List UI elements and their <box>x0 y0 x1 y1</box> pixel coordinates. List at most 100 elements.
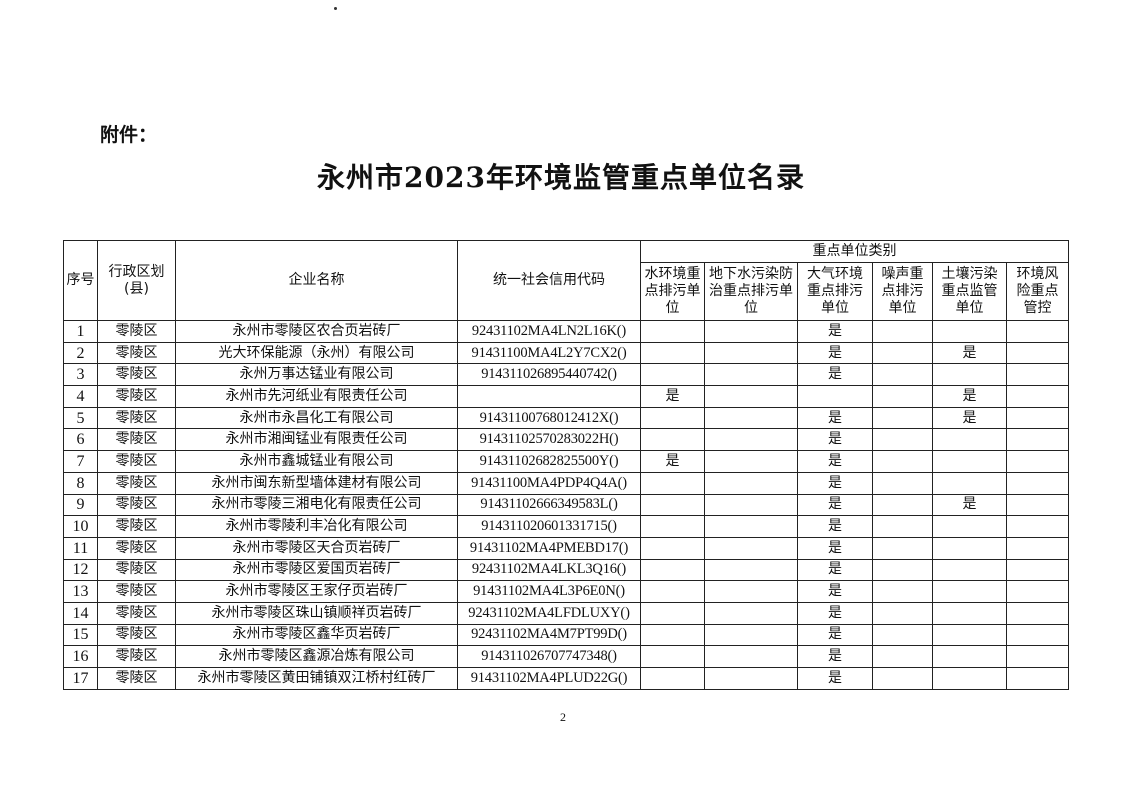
category-mark-cell <box>932 623 1007 647</box>
category-mark-cell: 是 <box>797 471 873 495</box>
category-mark-cell: 是 <box>640 450 705 473</box>
seq-cell: 14 <box>63 601 98 625</box>
category-mark-cell: 是 <box>640 385 705 408</box>
category-mark-cell <box>704 428 798 452</box>
category-mark-cell <box>932 515 1007 538</box>
category-mark-cell <box>640 428 705 452</box>
credit-code-cell: 92431102MA4M7PT99D() <box>457 623 641 647</box>
category-mark-cell <box>640 580 705 603</box>
category-mark-cell <box>932 320 1007 343</box>
seq-cell: 11 <box>63 536 98 560</box>
credit-code-cell: 92431102MA4LN2L16K() <box>457 320 641 343</box>
table-row: 6 零陵区 永州市湘闽锰业有限责任公司 91431102570283022H() 是 <box>63 428 1070 452</box>
company-name-cell: 永州市零陵区珠山镇顺祥页岩砖厂 <box>175 601 458 625</box>
scan-speck <box>334 7 337 10</box>
category-mark-cell <box>704 493 798 517</box>
category-mark-cell <box>872 341 933 365</box>
category-mark-cell <box>1005 493 1070 517</box>
credit-code-cell: 91431102682825500Y() <box>457 450 641 473</box>
header-category-group: 重点单位类别 <box>639 240 1070 263</box>
table-row: 4 零陵区 永州市先河纸业有限责任公司 是 是 <box>63 385 1070 408</box>
category-mark-cell <box>872 428 933 452</box>
category-mark-cell <box>872 450 933 473</box>
company-name-cell: 永州市零陵利丰冶化有限公司 <box>175 515 458 538</box>
category-mark-cell <box>872 493 933 517</box>
category-mark-cell <box>1005 341 1070 365</box>
table-row: 5 零陵区 永州市永昌化工有限公司 91431100768012412X() 是 是 <box>63 406 1070 430</box>
company-name-cell: 永州市先河纸业有限责任公司 <box>175 385 458 408</box>
seq-cell: 7 <box>63 450 98 473</box>
category-mark-cell: 是 <box>797 320 873 343</box>
attachment-label: 附件： <box>100 124 158 146</box>
district-cell: 零陵区 <box>97 645 176 668</box>
company-name-cell: 永州市零陵区天合页岩砖厂 <box>175 536 458 560</box>
seq-cell: 2 <box>63 341 98 365</box>
category-mark-cell: 是 <box>797 645 873 668</box>
company-name-cell: 永州万事达锰业有限公司 <box>175 363 458 387</box>
seq-cell: 4 <box>63 385 98 408</box>
category-mark-cell <box>932 536 1007 560</box>
category-mark-cell <box>640 341 705 365</box>
category-mark-cell <box>704 601 798 625</box>
category-mark-cell: 是 <box>797 580 873 603</box>
category-mark-cell <box>1005 623 1070 647</box>
category-mark-cell: 是 <box>797 363 873 387</box>
district-cell: 零陵区 <box>97 493 176 517</box>
company-name-cell: 永州市湘闽锰业有限责任公司 <box>175 428 458 452</box>
category-mark-cell <box>872 667 933 690</box>
district-cell: 零陵区 <box>97 536 176 560</box>
category-mark-cell <box>704 320 798 343</box>
category-mark-cell: 是 <box>932 341 1007 365</box>
company-name-cell: 永州市永昌化工有限公司 <box>175 406 458 430</box>
seq-cell: 16 <box>63 645 98 668</box>
district-cell: 零陵区 <box>97 385 176 408</box>
category-mark-cell <box>932 580 1007 603</box>
district-cell: 零陵区 <box>97 363 176 387</box>
table-row: 17 零陵区 永州市零陵区黄田铺镇双江桥村红砖厂 91431102MA4PLUD22G… <box>63 667 1070 690</box>
category-mark-cell <box>932 601 1007 625</box>
category-mark-cell <box>1005 471 1070 495</box>
category-mark-cell <box>1005 667 1070 690</box>
district-cell: 零陵区 <box>97 320 176 343</box>
category-mark-cell: 是 <box>797 623 873 647</box>
category-mark-cell <box>872 580 933 603</box>
seq-cell: 8 <box>63 471 98 495</box>
header-category: 大气环境重点排污单位 <box>797 262 873 321</box>
credit-code-cell: 92431102MA4LFDLUXY() <box>457 601 641 625</box>
district-cell: 零陵区 <box>97 580 176 603</box>
table-row: 10 零陵区 永州市零陵利丰冶化有限公司 914311020601331715() 是 <box>63 515 1070 538</box>
seq-cell: 10 <box>63 515 98 538</box>
seq-cell: 17 <box>63 667 98 690</box>
category-mark-cell: 是 <box>932 406 1007 430</box>
category-mark-cell <box>640 536 705 560</box>
district-cell: 零陵区 <box>97 471 176 495</box>
page-number: 2 <box>560 710 566 724</box>
category-mark-cell <box>640 515 705 538</box>
credit-code-cell: 91431100MA4PDP4Q4A() <box>457 471 641 495</box>
category-mark-cell <box>932 363 1007 387</box>
category-mark-cell <box>704 623 798 647</box>
company-name-cell: 光大环保能源（永州）有限公司 <box>175 341 458 365</box>
category-mark-cell: 是 <box>797 536 873 560</box>
company-name-cell: 永州市闽东新型墙体建材有限公司 <box>175 471 458 495</box>
category-mark-cell: 是 <box>932 493 1007 517</box>
category-mark-cell <box>640 320 705 343</box>
category-mark-cell <box>872 536 933 560</box>
category-mark-cell <box>932 558 1007 582</box>
category-mark-cell <box>704 450 798 473</box>
category-mark-cell <box>704 536 798 560</box>
category-mark-cell <box>1005 645 1070 668</box>
district-cell: 零陵区 <box>97 515 176 538</box>
category-mark-cell <box>640 471 705 495</box>
header-name: 企业名称 <box>175 240 458 321</box>
category-mark-cell <box>640 406 705 430</box>
seq-cell: 1 <box>63 320 98 343</box>
company-name-cell: 永州市零陵区爱国页岩砖厂 <box>175 558 458 582</box>
district-cell: 零陵区 <box>97 558 176 582</box>
district-cell: 零陵区 <box>97 341 176 365</box>
seq-cell: 12 <box>63 558 98 582</box>
header-code: 统一社会信用代码 <box>457 240 641 321</box>
category-mark-cell: 是 <box>932 385 1007 408</box>
category-mark-cell <box>640 667 705 690</box>
company-name-cell: 永州市零陵区鑫华页岩砖厂 <box>175 623 458 647</box>
